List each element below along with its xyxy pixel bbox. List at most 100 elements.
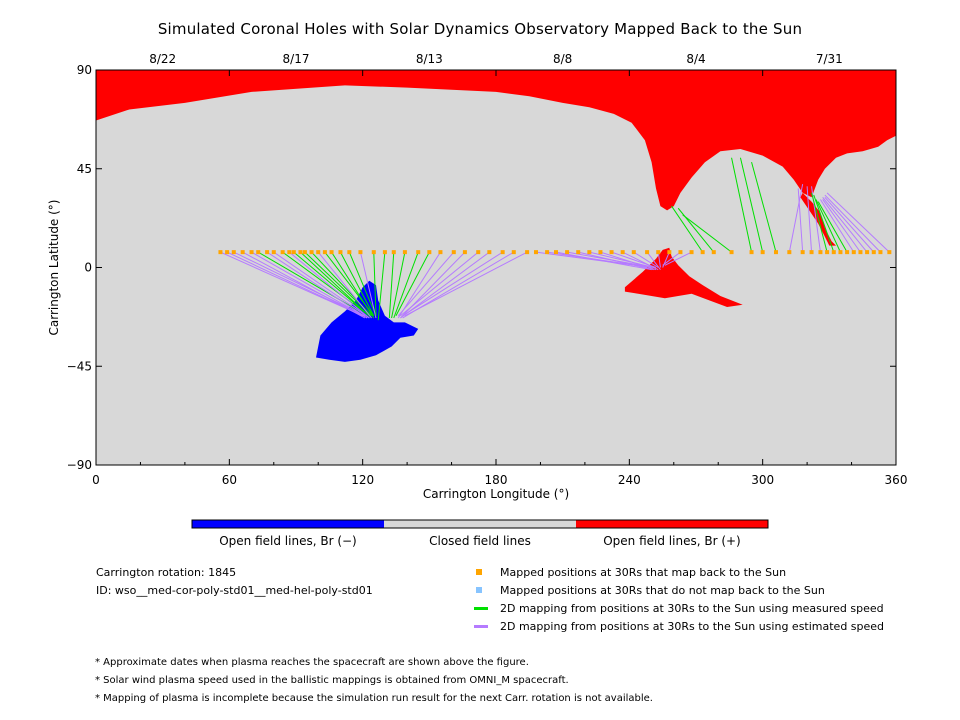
estimated-mapping-line [662, 251, 681, 266]
mapped-position-marker [700, 250, 705, 255]
mapped-position-marker [667, 250, 672, 255]
estimated-mapping-line [664, 251, 692, 266]
x-tick-label: 240 [618, 473, 641, 487]
measured-mapping-line [395, 251, 430, 317]
estimated-mapping-line [822, 196, 868, 253]
mapped-position-marker [609, 250, 614, 255]
mapped-position-marker [598, 250, 603, 255]
blue-square-marker-icon [476, 587, 482, 593]
footnote: * Solar wind plasma speed used in the ba… [95, 675, 569, 686]
colorbar-label-negative: Open field lines, Br (−) [219, 534, 357, 548]
mapped-position-marker [249, 250, 254, 255]
estimated-mapping-line [824, 194, 881, 253]
measured-mapping-line [293, 251, 370, 317]
mapped-position-marker [402, 250, 407, 255]
estimated-mapping-line [622, 251, 659, 271]
mapped-position-marker [871, 250, 876, 255]
mapped-position-marker [309, 250, 314, 255]
estimated-mapping-line [633, 251, 659, 268]
mapped-position-marker [298, 250, 303, 255]
mapped-position-marker [525, 250, 530, 255]
estimated-mapping-line [826, 192, 890, 253]
estimated-mapping-line [400, 251, 479, 317]
measured-mapping-line [739, 157, 764, 253]
estimated-mapping-line [822, 199, 861, 253]
mapped-position-marker [878, 250, 883, 255]
date-tick-label: 8/4 [686, 52, 705, 66]
estimated-mapping-line [824, 196, 875, 253]
measured-mapping-line [282, 251, 370, 317]
mapped-position-marker [240, 250, 245, 255]
colorbar-segment [192, 520, 384, 528]
date-tick-label: 8/17 [283, 52, 310, 66]
estimated-mapping-line [404, 251, 528, 317]
mapped-position-marker [347, 250, 352, 255]
x-tick-label: 300 [751, 473, 774, 487]
mapped-position-marker [280, 250, 285, 255]
measured-mapping-line [373, 252, 377, 316]
mapped-position-marker [302, 250, 307, 255]
colorbar-segment [384, 520, 576, 528]
green-line-icon [474, 607, 488, 610]
mapped-position-marker [500, 250, 505, 255]
chart-title: Simulated Coronal Holes with Solar Dynam… [157, 20, 803, 38]
mapped-position-marker [729, 250, 734, 255]
positive-coronal-hole-2 [624, 247, 743, 307]
mapped-position-marker [427, 250, 432, 255]
estimated-mapping-line [400, 251, 490, 319]
mapped-position-marker [711, 250, 716, 255]
footnote: * Mapping of plasma is incomplete becaus… [95, 693, 653, 704]
mapped-position-marker [787, 250, 792, 255]
mapped-position-marker [749, 250, 754, 255]
mapped-position-marker [831, 250, 836, 255]
mapped-position-marker [760, 250, 765, 255]
measured-mapping-line [393, 251, 419, 319]
mapped-position-marker [382, 250, 387, 255]
colorbar-segment [576, 520, 768, 528]
mapped-position-marker [656, 250, 661, 255]
estimated-mapping-line [657, 252, 661, 268]
estimated-mapping-line [242, 251, 366, 319]
estimated-mapping-line [317, 251, 372, 319]
mapped-position-marker [565, 250, 570, 255]
measured-mapping-line [811, 192, 828, 253]
mapped-position-marker [271, 250, 276, 255]
mapped-position-marker [256, 250, 261, 255]
estimated-mapping-line [233, 251, 366, 317]
orange-square-marker-icon [476, 569, 482, 575]
mapped-position-marker [809, 250, 814, 255]
estimated-mapping-line [646, 251, 661, 270]
mapped-position-marker [218, 250, 223, 255]
mapped-position-marker [291, 250, 296, 255]
mapped-position-marker [476, 250, 481, 255]
legend-label: Mapped positions at 30Rs that map back t… [500, 566, 787, 579]
measured-mapping-line [817, 201, 848, 253]
estimated-mapping-line [397, 251, 455, 317]
mapped-position-marker [534, 250, 538, 255]
mapped-position-marker [678, 250, 683, 255]
mapped-position-marker [287, 250, 292, 255]
mapped-position-marker [689, 250, 694, 255]
estimated-mapping-line [289, 251, 370, 319]
mapped-position-marker [587, 250, 592, 255]
x-tick-label: 60 [222, 473, 237, 487]
mapped-position-marker [391, 250, 396, 255]
estimated-mapping-line [578, 251, 654, 271]
date-tick-label: 8/22 [149, 52, 176, 66]
colorbar-label-positive: Open field lines, Br (+) [603, 534, 741, 548]
mapped-position-marker [462, 250, 467, 255]
mapped-position-marker [887, 250, 892, 255]
mapped-position-marker [845, 250, 850, 255]
estimated-mapping-line [806, 186, 813, 253]
estimated-mapping-line [797, 188, 804, 253]
mapped-position-marker [825, 250, 830, 255]
measured-mapping-line [300, 251, 372, 319]
y-tick-label: −45 [67, 359, 92, 373]
mapped-position-marker [487, 250, 492, 255]
mapped-position-marker [858, 250, 863, 255]
measured-mapping-line [257, 251, 368, 317]
colorbar-frame [191, 519, 769, 529]
estimated-mapping-line [266, 251, 368, 319]
mapped-position-marker [265, 250, 270, 255]
